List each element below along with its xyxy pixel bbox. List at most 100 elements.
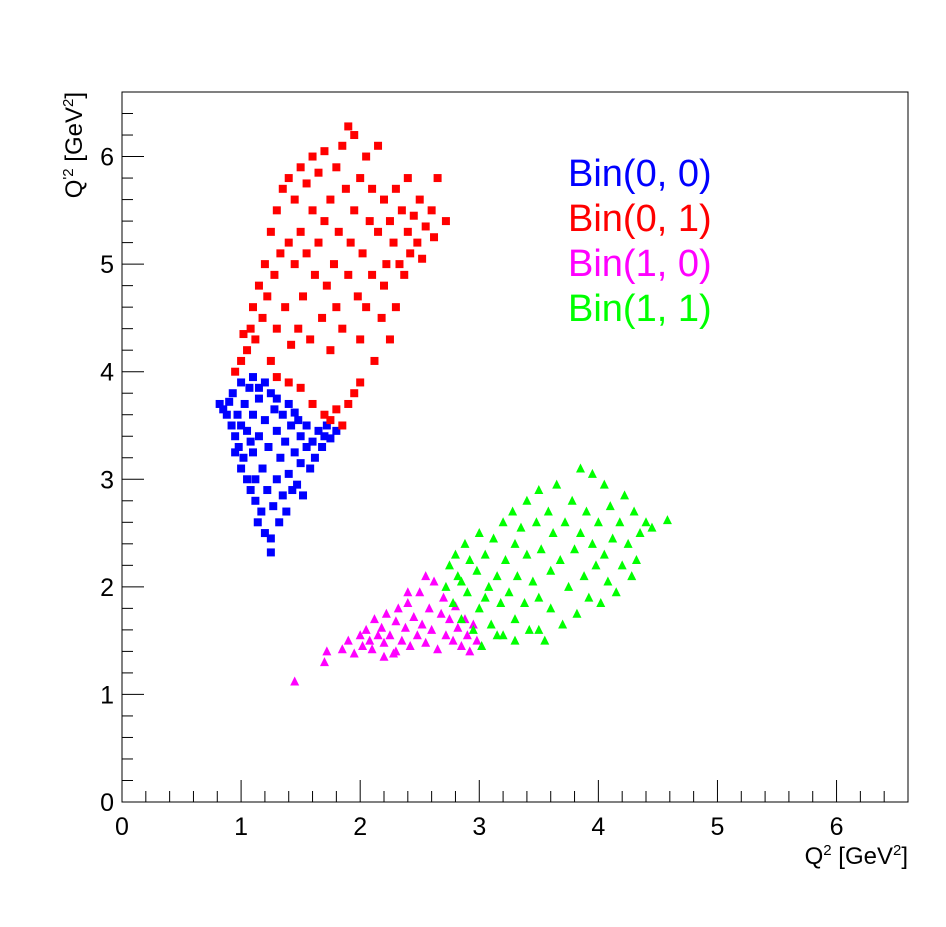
point-bin-0-0 bbox=[233, 410, 242, 419]
point-bin-0-0 bbox=[239, 453, 248, 462]
point-bin-0-1 bbox=[391, 303, 400, 312]
point-bin-0-0 bbox=[227, 421, 236, 430]
x-axis-ticks: 0 1 2 3 4 5 6 bbox=[115, 780, 909, 841]
point-bin-1-0 bbox=[415, 587, 425, 597]
point-bin-0-0 bbox=[278, 491, 287, 500]
point-bin-1-0 bbox=[369, 614, 379, 624]
y-tick-label: 5 bbox=[100, 251, 114, 279]
point-bin-1-1 bbox=[492, 571, 502, 581]
point-bin-0-1 bbox=[270, 270, 279, 279]
point-bin-0-1 bbox=[332, 405, 341, 414]
point-bin-0-0 bbox=[314, 426, 323, 435]
point-bin-1-1 bbox=[524, 624, 534, 634]
point-bin-1-0 bbox=[468, 619, 478, 629]
point-bin-1-0 bbox=[409, 611, 419, 621]
point-bin-1-0 bbox=[385, 630, 395, 640]
point-bin-0-0 bbox=[228, 389, 237, 398]
point-bin-0-1 bbox=[344, 270, 353, 279]
point-bin-1-1 bbox=[567, 495, 577, 505]
point-bin-0-0 bbox=[257, 507, 266, 516]
point-bin-0-1 bbox=[302, 179, 311, 188]
point-bin-0-1 bbox=[391, 184, 400, 193]
point-bin-0-1 bbox=[266, 356, 275, 365]
point-bin-0-1 bbox=[370, 356, 379, 365]
point-bin-0-0 bbox=[246, 486, 255, 495]
point-bin-1-1 bbox=[560, 517, 570, 527]
point-bin-1-0 bbox=[445, 614, 454, 624]
point-bin-0-1 bbox=[329, 260, 338, 269]
point-bin-0-0 bbox=[287, 421, 296, 430]
point-bin-0-1 bbox=[380, 281, 388, 290]
point-bin-0-1 bbox=[308, 152, 317, 161]
y-tick-label: 6 bbox=[100, 144, 114, 172]
point-bin-0-0 bbox=[306, 464, 315, 473]
point-bin-0-1 bbox=[353, 292, 362, 301]
legend-entry-bin-1-0: Bin(1, 0) bbox=[568, 243, 712, 285]
point-bin-0-1 bbox=[332, 303, 341, 312]
y-tick-label: 2 bbox=[100, 574, 114, 602]
point-bin-0-0 bbox=[264, 443, 273, 451]
point-bin-0-1 bbox=[258, 313, 267, 322]
point-bin-0-1 bbox=[251, 335, 260, 344]
point-bin-0-0 bbox=[215, 399, 224, 408]
point-bin-0-1 bbox=[362, 303, 371, 312]
point-bin-0-0 bbox=[290, 408, 299, 417]
point-bin-0-1 bbox=[306, 335, 315, 344]
point-bin-0-0 bbox=[243, 475, 252, 484]
point-bin-0-1 bbox=[326, 346, 335, 355]
point-bin-0-0 bbox=[284, 399, 293, 408]
point-bin-0-0 bbox=[243, 426, 252, 435]
point-bin-0-1 bbox=[389, 238, 398, 247]
point-bin-0-1 bbox=[356, 378, 365, 387]
data-points bbox=[215, 122, 672, 686]
point-bin-0-1 bbox=[403, 174, 412, 183]
point-bin-1-1 bbox=[540, 635, 550, 645]
point-bin-1-0 bbox=[367, 644, 377, 654]
point-bin-0-1 bbox=[276, 249, 285, 258]
point-bin-1-0 bbox=[424, 603, 434, 613]
point-bin-1-0 bbox=[403, 587, 413, 597]
point-bin-0-1 bbox=[427, 206, 436, 215]
point-bin-0-1 bbox=[249, 303, 257, 312]
point-bin-0-1 bbox=[290, 195, 299, 204]
point-bin-0-1 bbox=[415, 195, 424, 204]
point-bin-1-0 bbox=[355, 630, 365, 640]
point-bin-0-0 bbox=[237, 464, 246, 473]
point-bin-0-1 bbox=[400, 270, 409, 279]
point-bin-0-0 bbox=[284, 469, 293, 478]
point-bin-1-1 bbox=[635, 528, 645, 538]
point-bin-1-1 bbox=[615, 517, 625, 527]
point-bin-0-0 bbox=[246, 437, 255, 446]
point-bin-0-1 bbox=[322, 281, 331, 290]
point-bin-0-0 bbox=[231, 448, 240, 457]
point-bin-0-1 bbox=[430, 233, 439, 242]
point-bin-1-1 bbox=[587, 538, 597, 548]
point-bin-0-0 bbox=[234, 443, 243, 451]
point-bin-0-0 bbox=[245, 383, 254, 392]
point-bin-0-0 bbox=[272, 426, 281, 435]
point-bin-0-1 bbox=[237, 356, 246, 365]
point-bin-0-0 bbox=[260, 529, 269, 538]
point-bin-0-1 bbox=[350, 131, 359, 140]
point-bin-0-0 bbox=[296, 459, 305, 468]
point-bin-0-0 bbox=[254, 432, 263, 441]
point-bin-1-1 bbox=[623, 538, 633, 548]
point-bin-1-1 bbox=[445, 560, 454, 570]
point-bin-1-0 bbox=[381, 608, 391, 618]
point-bin-1-0 bbox=[391, 616, 401, 626]
point-bin-1-1 bbox=[591, 560, 601, 570]
point-bin-1-1 bbox=[555, 554, 565, 564]
point-bin-0-1 bbox=[395, 260, 404, 269]
point-bin-0-0 bbox=[270, 405, 279, 414]
point-bin-0-1 bbox=[338, 141, 347, 150]
point-bin-1-0 bbox=[337, 644, 347, 654]
point-bin-1-0 bbox=[453, 622, 463, 632]
y-tick-label: 0 bbox=[100, 789, 114, 817]
point-bin-1-0 bbox=[393, 603, 403, 613]
point-bin-0-1 bbox=[374, 227, 383, 236]
point-bin-1-1 bbox=[531, 517, 541, 527]
point-bin-0-1 bbox=[377, 313, 386, 322]
point-bin-0-1 bbox=[299, 292, 308, 301]
point-bin-0-1 bbox=[368, 270, 377, 279]
point-bin-0-1 bbox=[421, 222, 430, 231]
